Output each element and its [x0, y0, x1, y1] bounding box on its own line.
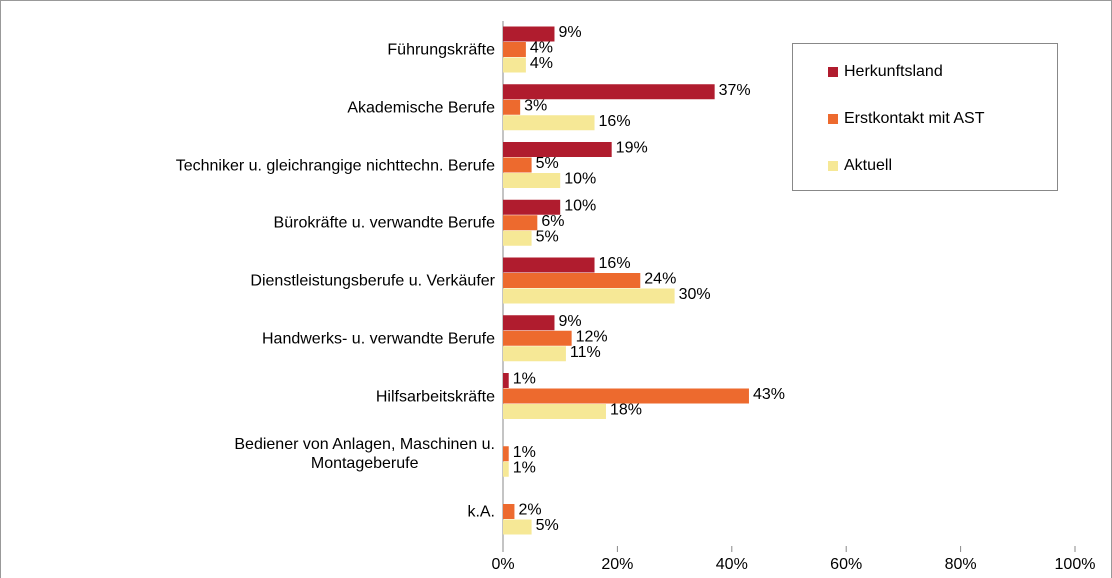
data-label: 18% — [610, 402, 642, 419]
bar — [503, 157, 532, 173]
data-label: 1% — [513, 444, 536, 461]
x-tick-label: 20% — [601, 556, 633, 573]
legend-swatch — [828, 67, 838, 77]
data-label: 4% — [530, 40, 553, 57]
bar — [503, 115, 595, 131]
x-tick-label: 100% — [1055, 556, 1096, 573]
x-tick-label: 60% — [830, 556, 862, 573]
data-label: 24% — [644, 271, 676, 288]
bar — [503, 346, 566, 362]
y-tick-label: Akademische Berufe — [347, 99, 495, 117]
data-label: 37% — [719, 82, 751, 99]
y-tick-label: k.A. — [467, 503, 495, 521]
bar — [503, 99, 521, 115]
bar — [503, 84, 715, 100]
data-label: 9% — [558, 24, 581, 41]
data-label: 11% — [570, 344, 601, 361]
bar — [503, 42, 526, 57]
bar — [503, 26, 555, 42]
bar — [503, 173, 561, 188]
x-tick-label: 40% — [716, 556, 748, 573]
bar — [503, 330, 572, 346]
data-label: 1% — [513, 371, 536, 388]
data-label: 10% — [564, 171, 596, 188]
data-label: 43% — [753, 386, 785, 403]
bar — [503, 257, 595, 273]
bar — [503, 288, 675, 304]
bar — [503, 446, 509, 462]
data-label: 5% — [536, 155, 559, 172]
y-tick-label: Techniker u. gleichrangige nichttechn. B… — [175, 157, 495, 174]
data-label: 16% — [599, 113, 631, 130]
bar — [503, 199, 561, 215]
x-tick-label: 0% — [491, 556, 514, 573]
bar — [503, 57, 526, 73]
y-tick-label: Dienstleistungsberufe u. Verkäufer — [250, 272, 495, 290]
bar — [503, 215, 538, 231]
data-label: 9% — [558, 313, 581, 330]
y-tick-label: Führungskräfte — [387, 41, 495, 59]
bar — [503, 519, 532, 535]
data-label: 10% — [564, 197, 596, 214]
data-label: 1% — [513, 459, 536, 476]
bar — [503, 504, 515, 519]
bar — [503, 273, 641, 288]
bar — [503, 315, 555, 331]
bar — [503, 142, 612, 157]
x-tick-label: 80% — [945, 556, 977, 573]
data-label: 6% — [541, 213, 564, 230]
y-tick-label: Bediener von Anlagen, Maschinen u. Monta… — [234, 436, 495, 473]
bar — [503, 461, 509, 477]
data-label: 19% — [616, 140, 648, 157]
legend-swatch — [828, 114, 838, 124]
y-tick-label: Handwerks- u. verwandte Berufe — [262, 330, 495, 348]
data-label: 2% — [518, 502, 541, 519]
data-label: 3% — [524, 97, 547, 114]
data-label: 30% — [679, 286, 711, 303]
legend-label: Herkunftsland — [844, 63, 943, 80]
data-label: 12% — [576, 328, 608, 345]
data-label: 5% — [536, 517, 559, 534]
legend-swatch — [828, 161, 838, 171]
bar — [503, 373, 509, 388]
data-label: 16% — [599, 255, 631, 272]
bar — [503, 388, 749, 404]
legend-label: Aktuell — [844, 157, 892, 174]
legend-label: Erstkontakt mit AST — [844, 110, 985, 127]
data-label: 5% — [536, 228, 559, 245]
bar — [503, 404, 606, 419]
y-tick-label: Hilfsarbeitskräfte — [375, 388, 495, 405]
bar — [503, 230, 532, 246]
y-tick-label: Bürokräfte u. verwandte Berufe — [273, 214, 495, 232]
data-label: 4% — [530, 55, 553, 72]
